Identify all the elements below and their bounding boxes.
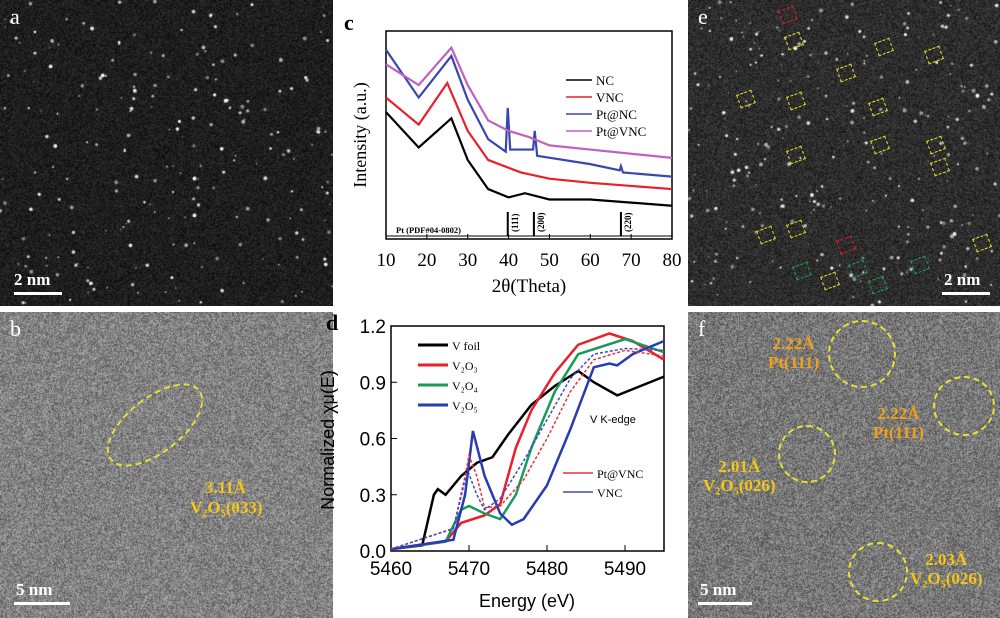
scale-bar-a bbox=[14, 292, 62, 295]
series-NC bbox=[385, 111, 673, 207]
x-tick-label: 5470 bbox=[448, 559, 490, 580]
scale-bar-e bbox=[942, 292, 990, 295]
plane-value: Pt(111) bbox=[768, 353, 819, 372]
plane-value: V₂O₅(026) bbox=[910, 569, 983, 588]
xrd-chart: c 10 20 30 40 50 60 70 80 NC VNC Pt@NC Pt@VNC (111) (… bbox=[344, 10, 682, 297]
x-tick-label: 5480 bbox=[526, 559, 568, 580]
hkl-label: (200) bbox=[536, 213, 546, 233]
panel-label-c: c bbox=[344, 10, 354, 35]
panel-label-f: f bbox=[698, 316, 706, 341]
d-spacing-label: 3.11Å bbox=[205, 478, 247, 497]
x-axis-label: Energy (eV) bbox=[479, 591, 575, 611]
plot-frame bbox=[385, 30, 673, 240]
series-Pt@VNC bbox=[390, 349, 665, 550]
d-value: 2.22Å bbox=[772, 334, 815, 353]
legend-label: V foil bbox=[452, 339, 481, 353]
x-tick-label: 50 bbox=[540, 250, 559, 271]
legend-label: V₂O₃ bbox=[452, 359, 478, 373]
legend-label: VNC bbox=[596, 90, 623, 105]
hkl-label: (111) bbox=[510, 213, 520, 232]
series-V foil bbox=[390, 369, 665, 551]
x-tick-label: 70 bbox=[622, 250, 641, 271]
particle-circle bbox=[828, 320, 896, 388]
d-value: 2.01Å bbox=[718, 457, 761, 476]
d-spacing-label: 2.03Å V₂O₅(026) bbox=[910, 550, 983, 588]
legend-label: VNC bbox=[597, 486, 622, 500]
plane-value: V₂O₅(026) bbox=[703, 476, 776, 495]
particle-circle bbox=[933, 376, 995, 436]
reference-label: Pt (PDF#04-0802) bbox=[396, 225, 461, 235]
panel-label-a: a bbox=[10, 4, 20, 29]
legend-label: NC bbox=[596, 73, 614, 88]
legend-label: V₂O₄ bbox=[452, 379, 478, 393]
panel-label-b: b bbox=[10, 316, 21, 341]
series-VNC bbox=[385, 80, 673, 191]
panel-label-e: e bbox=[698, 4, 708, 29]
hrtem-image-b: b 3.11Å V₂O₅(033) 5 nm bbox=[0, 312, 333, 618]
haadf-image-e: e 2 nm bbox=[688, 0, 1000, 306]
legend-label: Pt@NC bbox=[596, 107, 637, 122]
scale-bar-label-e: 2 nm bbox=[944, 270, 981, 289]
series-V₂O₄ bbox=[390, 337, 665, 551]
particle-circle bbox=[778, 425, 836, 483]
panel-label-d: d bbox=[326, 310, 338, 335]
x-tick-label: 30 bbox=[458, 250, 477, 271]
scale-bar-label-a: 2 nm bbox=[14, 270, 51, 289]
y-tick-label: 0.9 bbox=[360, 373, 386, 394]
y-tick-label: 1.2 bbox=[360, 317, 386, 338]
plane-value: Pt(111) bbox=[873, 423, 924, 442]
series-VNC bbox=[390, 347, 665, 550]
d-value: 2.03Å bbox=[925, 550, 968, 569]
d-spacing-label: 2.22Å Pt(111) bbox=[873, 404, 924, 442]
x-tick-label: 20 bbox=[417, 250, 436, 271]
scale-bar-label-f: 5 nm bbox=[700, 580, 737, 599]
x-tick-label: 40 bbox=[499, 250, 518, 271]
legend-label: Pt@VNC bbox=[597, 467, 643, 481]
y-tick-label: 0.0 bbox=[360, 542, 386, 563]
d-spacing-label: 2.01Å V₂O₅(026) bbox=[703, 457, 776, 495]
y-tick-label: 0.3 bbox=[360, 486, 386, 507]
edge-annotation: V K-edge bbox=[590, 414, 636, 426]
y-tick-label: 0.6 bbox=[360, 430, 386, 451]
y-axis-label: Normalized χμ(E) bbox=[320, 370, 338, 510]
series-Pt@NC bbox=[385, 49, 673, 178]
haadf-image-a: a 2 nm bbox=[0, 0, 333, 306]
legend-label: V₂O₅ bbox=[452, 399, 478, 413]
series-V₂O₃ bbox=[390, 332, 665, 551]
plane-label: V₂O₅(033) bbox=[190, 498, 263, 517]
series-V₂O₅ bbox=[390, 339, 665, 551]
x-tick-label: 10 bbox=[377, 250, 396, 271]
scale-bar-label-b: 5 nm bbox=[16, 580, 53, 599]
x-tick-label: 5490 bbox=[604, 559, 646, 580]
x-tick-label: 80 bbox=[663, 250, 682, 271]
particle-circle bbox=[848, 542, 908, 602]
scale-bar-b bbox=[14, 602, 70, 605]
series-Pt@VNC bbox=[385, 45, 673, 159]
x-tick-label: 60 bbox=[581, 250, 600, 271]
legend-label: Pt@VNC bbox=[596, 124, 646, 139]
x-axis-label: 2θ(Theta) bbox=[492, 276, 567, 297]
scale-bar-f bbox=[698, 602, 752, 605]
d-value: 2.22Å bbox=[877, 404, 920, 423]
xanes-chart: d 5460 5470 5480 5490 0.0 0.3 0.6 0.9 1.2 V foil V… bbox=[320, 310, 665, 611]
d-spacing-label: 2.22Å Pt(111) bbox=[768, 334, 819, 372]
x-tick-label: 5460 bbox=[370, 559, 412, 580]
hkl-label: (220) bbox=[623, 213, 633, 233]
hrtem-image-f: f 2.22Å Pt(111) 2.22Å Pt(111) 2.01Å V₂O₅(02… bbox=[688, 312, 1000, 618]
y-axis-label: Intensity (a.u.) bbox=[350, 82, 371, 187]
